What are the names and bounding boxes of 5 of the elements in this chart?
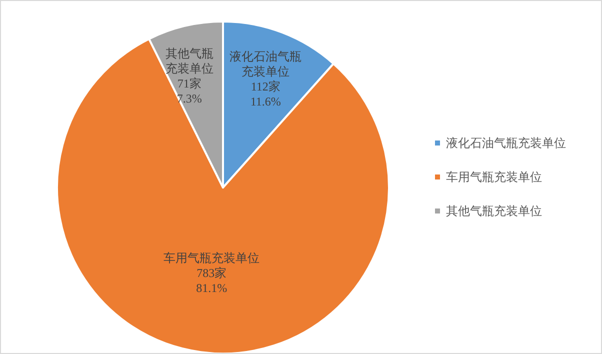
legend-label: 车用气瓶充装单位 xyxy=(446,170,542,184)
data-label: 车用气瓶充装单位 783家 81.1% xyxy=(164,250,260,295)
legend-label: 其他气瓶充装单位 xyxy=(446,204,542,218)
data-label: 液化石油气瓶充装单位 112家 11.6% xyxy=(230,50,302,109)
legend-label: 液化石油气瓶充装单位 xyxy=(446,136,566,150)
